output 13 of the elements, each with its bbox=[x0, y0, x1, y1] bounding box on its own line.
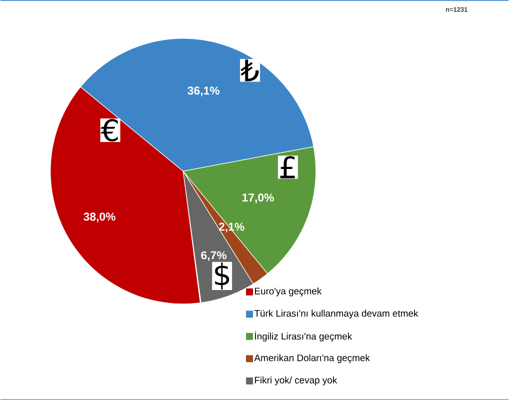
text: $ bbox=[215, 262, 230, 290]
legend-label: Fikri yok/ cevap yok bbox=[254, 376, 338, 386]
data-label: 17,0% bbox=[242, 193, 274, 204]
text: € bbox=[100, 118, 118, 142]
text: ₺ bbox=[240, 59, 259, 82]
data-label: 36,1% bbox=[188, 86, 220, 96]
legend-label: Türk Lirası'nı kullanmaya devam etmek bbox=[254, 310, 418, 318]
text: £ bbox=[280, 156, 295, 178]
legend-label: İngiliz Lirası'na geçmek bbox=[255, 331, 352, 342]
data-label: 38,0% bbox=[84, 212, 116, 222]
legend-label: Euro'ya geçmek bbox=[254, 287, 322, 296]
data-label: 6,7% bbox=[201, 251, 226, 261]
legend-label: Amerikan Doları'na geçmek bbox=[254, 354, 370, 364]
